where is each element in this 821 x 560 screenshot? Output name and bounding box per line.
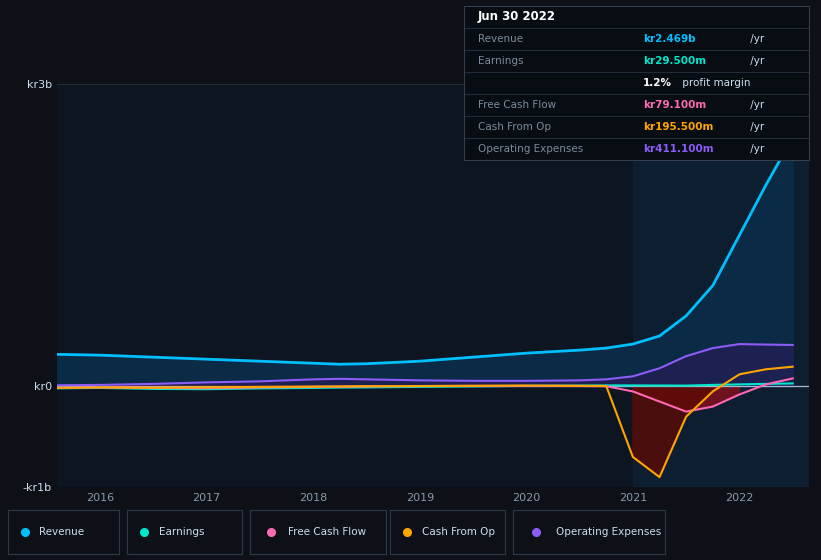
Text: Operating Expenses: Operating Expenses <box>556 527 661 537</box>
Text: kr2.469b: kr2.469b <box>643 34 695 44</box>
Bar <box>633 84 821 487</box>
Text: /yr: /yr <box>746 34 764 44</box>
Text: 1.2%: 1.2% <box>643 78 672 87</box>
Text: Cash From Op: Cash From Op <box>478 122 551 132</box>
Text: Earnings: Earnings <box>159 527 205 537</box>
Text: kr411.100m: kr411.100m <box>643 143 713 153</box>
Text: Revenue: Revenue <box>39 527 85 537</box>
Text: Earnings: Earnings <box>478 55 523 66</box>
Text: kr195.500m: kr195.500m <box>643 122 713 132</box>
Text: Free Cash Flow: Free Cash Flow <box>288 527 366 537</box>
Text: Cash From Op: Cash From Op <box>422 527 495 537</box>
Text: Jun 30 2022: Jun 30 2022 <box>478 10 556 23</box>
Text: kr79.100m: kr79.100m <box>643 100 706 110</box>
Text: Free Cash Flow: Free Cash Flow <box>478 100 556 110</box>
Text: Revenue: Revenue <box>478 34 523 44</box>
Text: /yr: /yr <box>746 55 764 66</box>
Text: profit margin: profit margin <box>680 78 751 87</box>
Text: /yr: /yr <box>746 143 764 153</box>
Text: Operating Expenses: Operating Expenses <box>478 143 583 153</box>
Text: kr29.500m: kr29.500m <box>643 55 706 66</box>
Text: /yr: /yr <box>746 100 764 110</box>
Text: /yr: /yr <box>746 122 764 132</box>
